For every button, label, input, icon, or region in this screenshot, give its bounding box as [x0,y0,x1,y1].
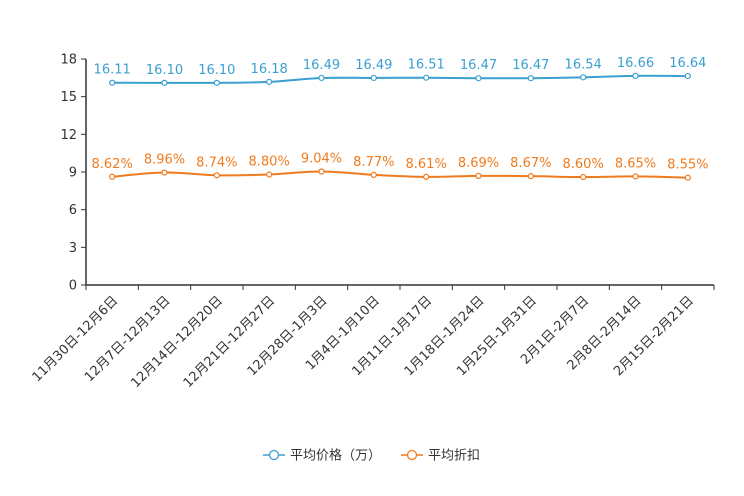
data-point [213,172,220,179]
data-point [161,79,168,86]
y-tick-label: 9 [69,166,77,181]
data-label: 8.60% [563,157,604,172]
series-line [112,170,688,179]
data-label: 16.10 [198,63,235,78]
data-label: 8.67% [510,156,551,171]
chart-legend: 平均价格（万） 平均折扣 [263,448,480,464]
data-label: 16.47 [512,58,549,73]
data-point [632,173,639,180]
legend-marker-icon [268,449,280,461]
y-tick-label: 3 [69,241,77,256]
data-point [423,173,430,180]
data-point [318,74,325,82]
data-label: 8.55% [667,158,708,173]
data-label: 16.10 [146,63,183,78]
chart-series: 16.11 16.10 16.10 16.18 16.49 16.49 16.51 16.47… [92,56,708,181]
x-tick-label: 12月14日-12月20日 [128,293,225,390]
data-label: 16.18 [251,62,288,77]
data-point [527,75,534,82]
y-tick-label: 6 [69,203,77,218]
data-point [580,173,587,181]
data-point [475,75,482,82]
data-label: 8.62% [92,157,133,172]
data-label: 16.64 [669,56,706,71]
data-point [213,79,220,86]
legend-label: 平均价格（万） [290,448,381,464]
x-tick-label: 11月30日-12月6日 [30,293,122,385]
x-axis-ticks: 11月30日-12月6日12月7日-12月13日12月14日-12月20日12月… [30,285,715,391]
y-tick-label: 12 [60,128,77,143]
legend-marker-icon [406,449,418,461]
data-point [109,79,116,86]
data-label: 16.66 [617,56,654,71]
x-tick-label: 12月21日-12月27日 [181,293,278,390]
data-point [109,173,116,180]
data-point [161,169,168,176]
legend-item[interactable]: 平均价格（万） [263,448,381,464]
data-point [423,74,430,81]
data-label: 8.77% [353,155,394,170]
data-point [527,173,534,180]
y-axis-ticks: 0 3 6 9 12 15 18 [60,53,86,294]
data-point [370,74,377,82]
legend-item[interactable]: 平均折扣 [401,449,480,464]
data-label: 16.49 [355,58,392,73]
y-tick-label: 18 [60,53,77,68]
data-label: 16.51 [408,58,445,73]
data-label: 9.04% [301,151,342,166]
y-tick-label: 0 [69,279,77,294]
series-1: 16.11 16.10 16.10 16.18 16.49 16.49 16.51 16.47… [94,56,706,86]
legend-label: 平均折扣 [428,449,480,464]
data-label: 16.49 [303,58,340,73]
series-2: 8.62% 8.96% 8.74% 8.80% 9.04% 8.77% 8.61% 8.69%… [92,151,708,181]
data-point [266,78,273,85]
data-point [580,74,587,81]
data-label: 8.74% [196,155,237,170]
data-label: 8.96% [144,153,185,168]
y-tick-label: 15 [60,90,77,105]
data-point [632,72,639,79]
data-label: 8.69% [458,156,499,171]
series-line [112,74,688,84]
data-label: 8.61% [406,157,447,172]
data-label: 16.47 [460,58,497,73]
data-label: 8.65% [615,156,656,171]
data-point [266,171,273,178]
data-point [370,171,377,178]
data-label: 16.54 [565,57,602,72]
data-label: 8.80% [249,155,290,170]
data-point [684,72,691,80]
data-point [684,174,691,181]
data-label: 16.11 [94,63,131,78]
data-point [475,172,482,179]
data-point [318,168,325,175]
